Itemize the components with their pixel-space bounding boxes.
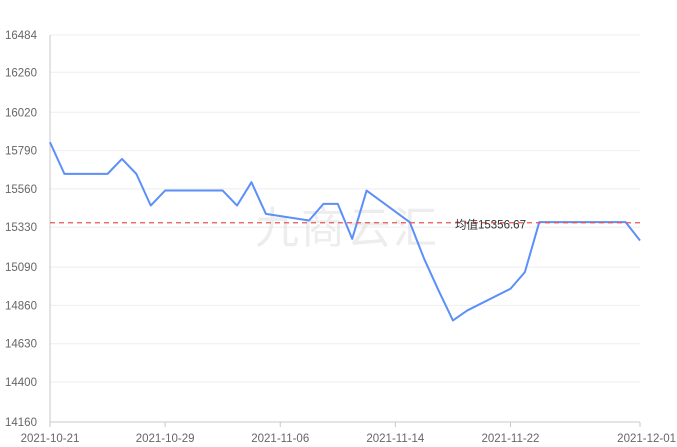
y-tick-label: 16020 [5, 107, 37, 119]
average-label: 均值15356.67 [455, 219, 526, 232]
y-tick-label: 14400 [5, 377, 37, 389]
x-tick-label: 2021-10-21 [21, 433, 80, 445]
y-tick-labels: 14160 14400 14630 14860 15090 15330 15560 15790… [5, 30, 38, 429]
x-tick-label: 2021-11-22 [481, 433, 539, 445]
y-tick-label: 16484 [5, 30, 38, 42]
average-line-group: 均值15356.67 [50, 219, 640, 232]
y-tick-label: 15790 [5, 146, 37, 158]
watermark-text: 九商云汇 [255, 203, 439, 254]
y-tick-label: 15560 [5, 184, 37, 196]
y-tick-label: 14860 [5, 300, 37, 312]
axes [49, 35, 641, 427]
x-tick-labels: 2021-10-21 2021-10-29 2021-11-06 2021-11-14… [21, 433, 676, 445]
y-tick-label: 16260 [5, 67, 37, 79]
x-tick-label: 2021-12-01 [617, 433, 676, 445]
y-tick-label: 14630 [5, 339, 37, 351]
y-tick-label: 14160 [5, 417, 37, 429]
grid-lines [50, 34, 640, 383]
x-tick-label: 2021-11-06 [251, 433, 309, 445]
x-tick-label: 2021-11-14 [366, 433, 425, 445]
x-tick-label: 2021-10-29 [136, 433, 195, 445]
y-tick-label: 15330 [5, 222, 37, 234]
y-tick-label: 15090 [5, 262, 37, 274]
